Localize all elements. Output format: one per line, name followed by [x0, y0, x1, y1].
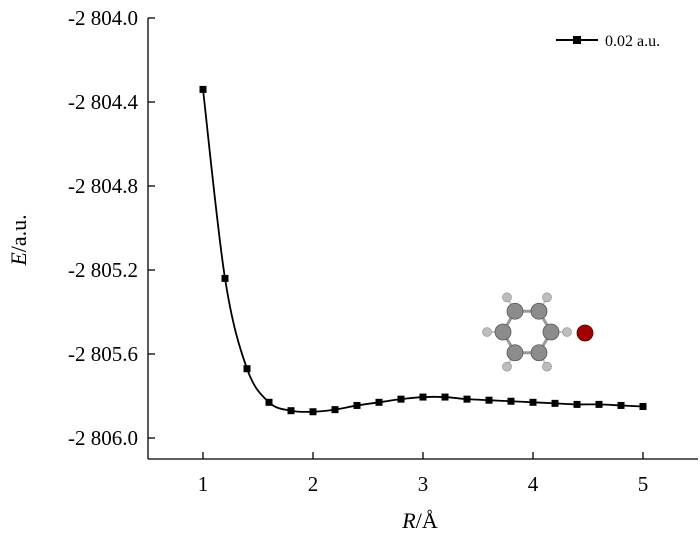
y-tick-label: -2 804.8	[68, 174, 138, 198]
data-point	[441, 393, 449, 401]
hydrogen-atom	[502, 292, 512, 303]
x-tick-label: 5	[638, 472, 649, 496]
data-point	[595, 400, 603, 408]
y-tick-label: -2 806.0	[68, 426, 138, 450]
y-tick-label: -2 805.6	[68, 342, 138, 366]
ticks: -2 804.0 -2 804.4 -2 804.8 -2 805.2 -2 805.6…	[68, 6, 648, 496]
data-point	[375, 398, 383, 406]
carbon-atom	[542, 323, 560, 341]
carbon-atom	[530, 302, 548, 320]
data-point	[287, 407, 295, 415]
hydrogen-atom	[482, 327, 492, 337]
y-axis-title: E/a.u.	[6, 214, 31, 266]
x-axis-title: R/Å	[401, 508, 438, 533]
data-point	[243, 365, 251, 373]
legend-label: 0.02 a.u.	[605, 33, 660, 50]
x-tick-label: 4	[528, 472, 539, 496]
data-point	[221, 274, 229, 282]
data-point	[331, 406, 339, 414]
carbon-atom	[506, 344, 524, 362]
data-point	[199, 85, 207, 93]
axes	[147, 18, 698, 460]
legend: 0.02 a.u.	[556, 33, 660, 50]
carbon-atom	[494, 323, 512, 341]
curve-layer	[202, 89, 644, 413]
benzene-molecule-with-oxygen-atom-icon	[482, 292, 594, 372]
data-point	[507, 397, 515, 405]
hydrogen-atom	[502, 361, 512, 372]
series-line	[202, 89, 644, 413]
y-tick-label: -2 805.2	[68, 258, 138, 282]
oxygen-atom	[576, 324, 594, 342]
x-tick-label: 1	[198, 472, 209, 496]
data-point	[551, 399, 559, 407]
data-point	[397, 395, 405, 403]
hydrogen-atom	[542, 292, 552, 303]
hydrogen-atom	[542, 361, 552, 372]
data-point	[265, 398, 273, 406]
data-point	[419, 393, 427, 401]
data-point	[639, 403, 647, 410]
carbon-atom	[506, 302, 524, 320]
legend-marker	[573, 36, 581, 44]
data-point	[309, 408, 317, 416]
markers	[199, 85, 647, 416]
hydrogen-atom	[562, 327, 572, 337]
data-point	[353, 401, 361, 409]
data-point	[617, 401, 625, 409]
x-tick-label: 2	[308, 472, 319, 496]
y-tick-label: -2 804.0	[68, 6, 138, 30]
y-tick-label: -2 804.4	[68, 90, 138, 114]
data-point	[573, 400, 581, 408]
x-tick-label: 3	[418, 472, 429, 496]
data-point	[463, 395, 471, 403]
carbon-atom	[530, 344, 548, 362]
data-point	[485, 396, 493, 404]
data-point	[529, 398, 537, 406]
